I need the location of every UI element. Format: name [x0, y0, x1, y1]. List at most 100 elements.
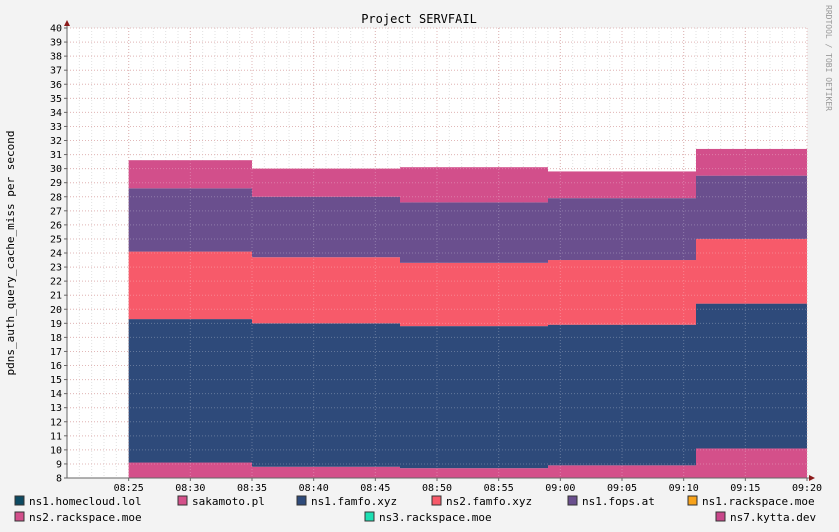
area-segment-sakamoto-pl [696, 448, 807, 478]
x-tick-label: 08:30 [175, 483, 205, 494]
legend: ns1.homecloud.lol sakamoto.pl ns1.famfo.xy… [14, 495, 816, 524]
x-tick-label: 09:00 [545, 483, 575, 494]
x-tick-label: 08:35 [237, 483, 267, 494]
y-tick-label: 8 [56, 474, 62, 485]
grid-overlay [67, 27, 808, 479]
area-segment-ns2-famfo-xyz [252, 257, 400, 324]
y-tick-label: 29 [50, 178, 62, 189]
area-segment-ns2-famfo-xyz [696, 238, 807, 304]
legend-item-ns2-famfo-xyz: ns2.famfo.xyz [431, 495, 532, 508]
y-tick-label: 19 [50, 319, 62, 330]
x-axis-arrow [809, 475, 815, 481]
y-tick-label: 38 [50, 52, 62, 63]
area-segment-ns1-famfo-xyz [400, 326, 548, 469]
area-segment-ns1-fops-at [128, 188, 252, 252]
y-tick-label: 36 [50, 80, 62, 91]
y-tick-label: 23 [50, 263, 62, 274]
legend-label: ns1.fops.at [582, 495, 655, 508]
legend-swatch [296, 495, 307, 506]
axes [64, 20, 815, 481]
area-segment-ns1-famfo-xyz [548, 324, 696, 466]
area-segment-ns1-fops-at [252, 196, 400, 258]
legend-item-ns2-rackspace-moe: ns2.rackspace.moe [14, 511, 142, 524]
legend-item-ns1-famfo-xyz: ns1.famfo.xyz [296, 495, 397, 508]
y-tick-label: 12 [50, 417, 62, 428]
legend-label: ns7.kytta.dev [730, 511, 816, 524]
legend-item-ns1-homecloud-lol: ns1.homecloud.lol [14, 495, 142, 508]
y-tick-label: 39 [50, 38, 62, 49]
area-segment-ns2-famfo-xyz [400, 262, 548, 327]
x-tick-label: 08:50 [422, 483, 452, 494]
y-tick-label: 25 [50, 234, 62, 245]
area-segment-ns2-rackspace-moe [548, 171, 696, 199]
x-tick-label: 08:55 [484, 483, 514, 494]
y-tick-label: 28 [50, 192, 62, 203]
y-tick-label: 30 [50, 164, 62, 175]
legend-swatch [14, 511, 25, 522]
y-tick-label: 35 [50, 94, 62, 105]
area-segment-ns1-fops-at [548, 198, 696, 261]
y-tick-label: 11 [50, 431, 62, 442]
legend-swatch [567, 495, 578, 506]
legend-label: sakamoto.pl [192, 495, 265, 508]
y-tick-label: 21 [50, 291, 62, 302]
x-tick-label: 09:20 [792, 483, 822, 494]
y-tick-label: 13 [50, 403, 62, 414]
area-segment-sakamoto-pl [128, 462, 252, 478]
y-tick-label: 18 [50, 333, 62, 344]
legend-label: ns1.homecloud.lol [29, 495, 142, 508]
area-segment-ns2-rackspace-moe [696, 148, 807, 176]
legend-item-ns3-rackspace-moe: ns3.rackspace.moe [364, 511, 492, 524]
y-tick-label: 16 [50, 361, 62, 372]
area-segment-ns1-famfo-xyz [696, 303, 807, 449]
x-tick-label: 09:15 [730, 483, 760, 494]
x-tick-labels: 08:25 08:30 08:35 08:40 08:45 08:50 08:55 09:00… [114, 483, 822, 494]
y-tick-label: 32 [50, 136, 62, 147]
area-segment-ns2-famfo-xyz [128, 251, 252, 320]
legend-label: ns2.rackspace.moe [29, 511, 142, 524]
legend-item-sakamoto-pl: sakamoto.pl [177, 495, 265, 508]
legend-label: ns1.rackspace.moe [702, 495, 815, 508]
area-segment-sakamoto-pl [252, 466, 400, 478]
legend-item-ns1-rackspace-moe: ns1.rackspace.moe [687, 495, 815, 508]
area-segment-ns1-fops-at [696, 175, 807, 239]
legend-swatch [364, 511, 375, 522]
area-segment-ns1-fops-at [400, 202, 548, 263]
stacked-areas [67, 27, 808, 479]
y-tick-label: 31 [50, 150, 62, 161]
y-tick-label: 22 [50, 277, 62, 288]
x-tick-label: 08:40 [299, 483, 329, 494]
y-tick-label: 27 [50, 206, 62, 217]
y-tick-label: 15 [50, 375, 62, 386]
y-axis-label: pdns_auth_query_cache_miss per second [4, 130, 17, 375]
y-tick-label: 14 [50, 389, 62, 400]
y-tick-label: 33 [50, 122, 62, 133]
area-segment-ns1-famfo-xyz [252, 323, 400, 467]
x-tick-label: 09:10 [669, 483, 699, 494]
y-tick-label: 40 [50, 24, 62, 35]
area-segment-sakamoto-pl [548, 465, 696, 478]
legend-item-ns1-fops-at: ns1.fops.at [567, 495, 655, 508]
area-segment-ns1-famfo-xyz [128, 319, 252, 463]
x-tick-label: 08:45 [360, 483, 390, 494]
area-segment-ns2-rackspace-moe [400, 167, 548, 203]
watermark: RRDTOOL / TOBI OETIKER [824, 5, 833, 111]
legend-swatch [687, 495, 698, 506]
area-segment-ns2-rackspace-moe [128, 160, 252, 189]
y-tick-label: 24 [50, 249, 62, 260]
legend-swatch [715, 511, 726, 522]
legend-swatch [431, 495, 442, 506]
legend-item-ns7-kytta-dev: ns7.kytta.dev [715, 511, 816, 524]
legend-label: ns2.famfo.xyz [446, 495, 532, 508]
y-tick-label: 34 [50, 108, 62, 119]
y-tick-label: 37 [50, 66, 62, 77]
y-axis-arrow [64, 20, 70, 26]
chart-title: Project SERVFAIL [361, 12, 477, 26]
area-segment-ns2-famfo-xyz [548, 260, 696, 325]
y-tick-label: 17 [50, 347, 62, 358]
x-tick-label: 08:25 [114, 483, 144, 494]
legend-label: ns1.famfo.xyz [311, 495, 397, 508]
x-tick-label: 09:05 [607, 483, 637, 494]
